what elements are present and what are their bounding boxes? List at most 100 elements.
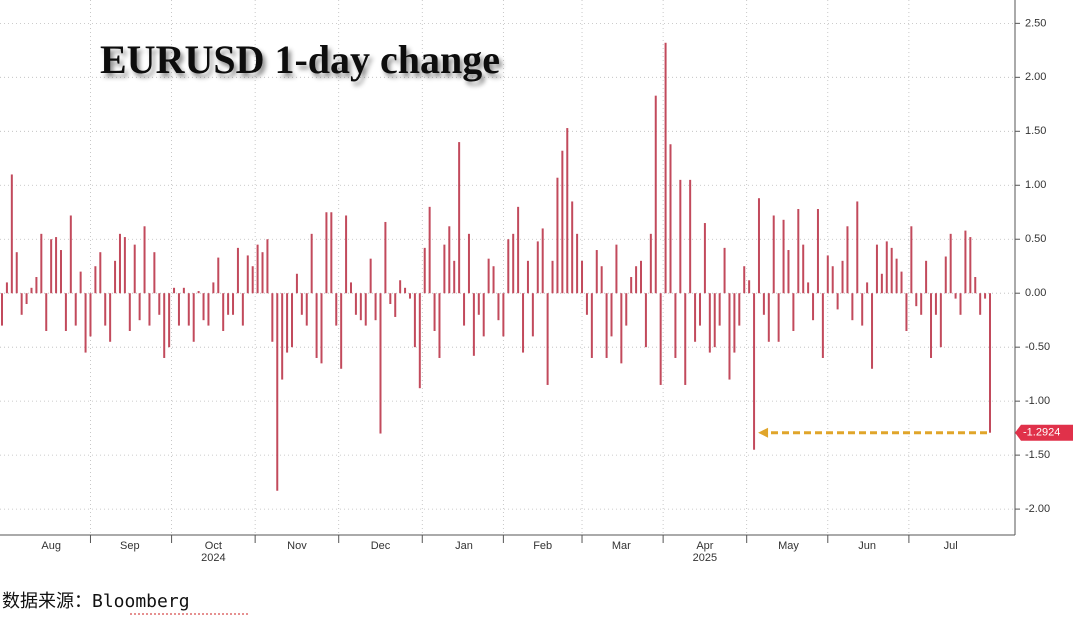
bar [492,266,495,294]
bar [841,260,844,294]
bar [433,293,436,331]
bar [89,293,92,337]
bar [84,293,87,353]
bar [148,293,151,326]
bar [241,293,244,326]
bar [99,252,102,294]
bar [428,206,431,294]
bar [610,293,613,337]
bar [458,142,461,294]
bar [256,244,259,294]
bar [954,293,957,299]
bar [526,260,529,294]
last-value-tag-bg [1015,424,1073,441]
bar [708,293,711,353]
bar [694,293,697,342]
bar [561,150,564,294]
bar [644,293,647,348]
bar [728,293,731,380]
bar [743,266,746,294]
bar [354,293,357,315]
bar [384,221,387,294]
bar [94,266,97,294]
y-tick-label: -1.50 [1025,449,1050,461]
bar [723,247,726,294]
x-tick-label: Dec [371,540,391,552]
bar [197,291,200,294]
bar [123,237,126,294]
bar [163,293,166,358]
bar [15,252,18,294]
bar [300,293,303,315]
bar [168,293,171,348]
bar [875,244,878,294]
bar [109,293,112,342]
bar [679,179,682,294]
bar [546,293,549,385]
bar [880,273,883,294]
bar [974,277,977,294]
bar [379,293,382,434]
bar [762,293,765,315]
bar [925,260,928,294]
x-tick-label: Apr [696,540,713,552]
bar [467,233,470,294]
bar [227,293,230,315]
bar [910,226,913,294]
bar [777,293,780,342]
bar [55,237,58,294]
x-tick-label: Nov [287,540,307,552]
bar [674,293,677,358]
bar [802,244,805,294]
bar [335,293,338,326]
bar [369,258,372,294]
bar [30,287,33,294]
bar [133,244,136,294]
x-tick-label: Sep [120,540,140,552]
x-tick-label: Mar [612,540,631,552]
y-tick-label: 1.50 [1025,125,1046,137]
bar [79,271,82,294]
bar [320,293,323,364]
last-value-tag: -1.2924 [1023,427,1060,439]
y-tick-label: 2.00 [1025,71,1046,83]
bar [50,239,53,294]
bar [502,293,505,337]
bar [654,95,657,294]
bar [399,280,402,294]
bar [394,293,397,317]
bar [325,212,328,294]
x-year-label: 2025 [693,552,717,564]
y-tick-label: -1.00 [1025,395,1050,407]
y-tick-label: -0.50 [1025,341,1050,353]
bar [413,293,416,348]
y-tick-label: 1.00 [1025,179,1046,191]
bar [595,250,598,294]
bar [212,282,215,294]
x-tick-label: Aug [41,540,61,552]
bar [885,241,888,294]
bar [969,237,972,294]
bar [861,293,864,326]
bar [590,293,593,358]
bar [310,233,313,294]
bar [291,293,294,348]
bar [202,293,205,321]
bar [35,277,38,294]
bar [443,244,446,294]
x-tick-label: Jan [455,540,473,552]
bar [866,282,869,294]
bar [753,293,756,450]
bar [69,215,72,294]
bar [251,266,254,294]
bar [541,228,544,294]
bar [551,260,554,294]
bar [404,287,407,294]
bar [664,42,667,294]
bar [846,226,849,294]
bar [359,293,362,321]
bar [261,252,264,294]
bar [182,287,185,294]
bar [222,293,225,331]
bar [738,293,741,326]
